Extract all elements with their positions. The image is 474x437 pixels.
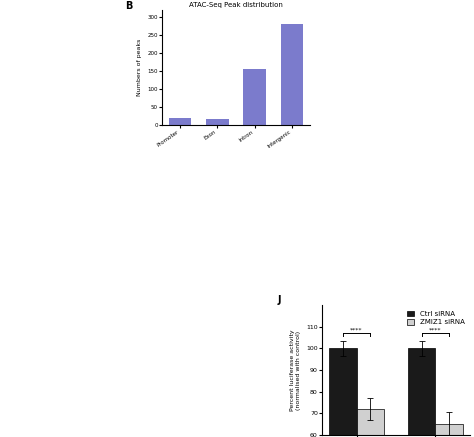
Bar [436, 424, 463, 437]
Text: ****: **** [350, 327, 363, 333]
Bar [408, 348, 436, 437]
Y-axis label: Numbers of peaks: Numbers of peaks [137, 39, 142, 96]
Legend: Ctrl siRNA, ZMIZ1 siRNA: Ctrl siRNA, ZMIZ1 siRNA [405, 309, 466, 327]
Bar [281, 24, 303, 125]
Bar [356, 409, 384, 437]
Text: B: B [125, 1, 132, 11]
Bar [169, 118, 191, 125]
Title: ATAC-Seq Peak distribution: ATAC-Seq Peak distribution [189, 2, 283, 8]
Text: ****: **** [429, 327, 442, 333]
Bar [206, 118, 228, 125]
Bar [244, 69, 266, 125]
Text: J: J [278, 295, 281, 305]
Bar [329, 348, 356, 437]
Y-axis label: Percent luciferase activity
(normalised with control): Percent luciferase activity (normalised … [290, 329, 301, 411]
